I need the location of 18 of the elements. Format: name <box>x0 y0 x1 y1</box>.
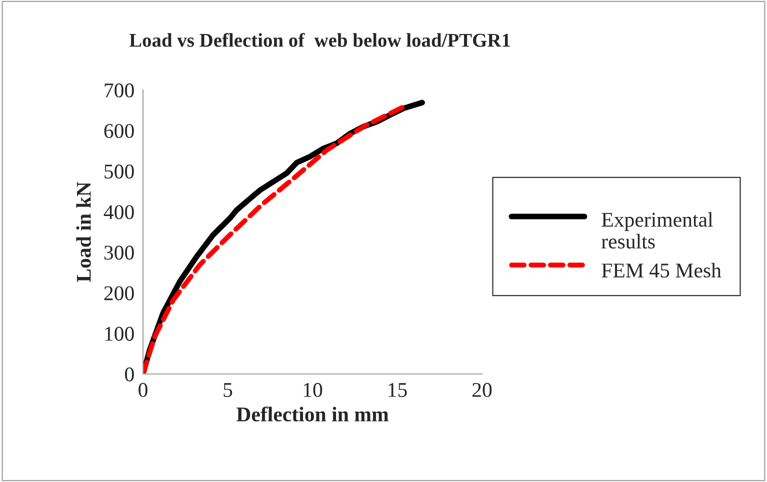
chart-title: Load vs Deflection of web below load/PTGR1 <box>129 32 510 47</box>
x-tick-label: 10 <box>304 382 322 397</box>
y-axis-title: Load in kN <box>76 182 91 282</box>
y-tick-label: 400 <box>104 205 134 220</box>
x-tick-label: 0 <box>138 382 148 397</box>
y-tick-label: 600 <box>104 124 134 138</box>
y-tick-label: 500 <box>104 164 134 179</box>
x-tick-label: 20 <box>472 382 492 397</box>
y-tick-label: 700 <box>104 83 134 98</box>
x-axis-title: Deflection in mm <box>236 406 389 422</box>
y-tick-label: 100 <box>105 326 134 341</box>
legend-label: FEM 45 Mesh <box>602 262 722 278</box>
y-tick-label: 200 <box>104 286 134 300</box>
x-tick-label: 5 <box>224 383 232 397</box>
x-tick-label: 15 <box>388 383 407 397</box>
y-tick-label: 300 <box>104 246 134 260</box>
y-tick-label: 0 <box>125 367 134 382</box>
legend-label: Experimental results <box>602 212 713 249</box>
